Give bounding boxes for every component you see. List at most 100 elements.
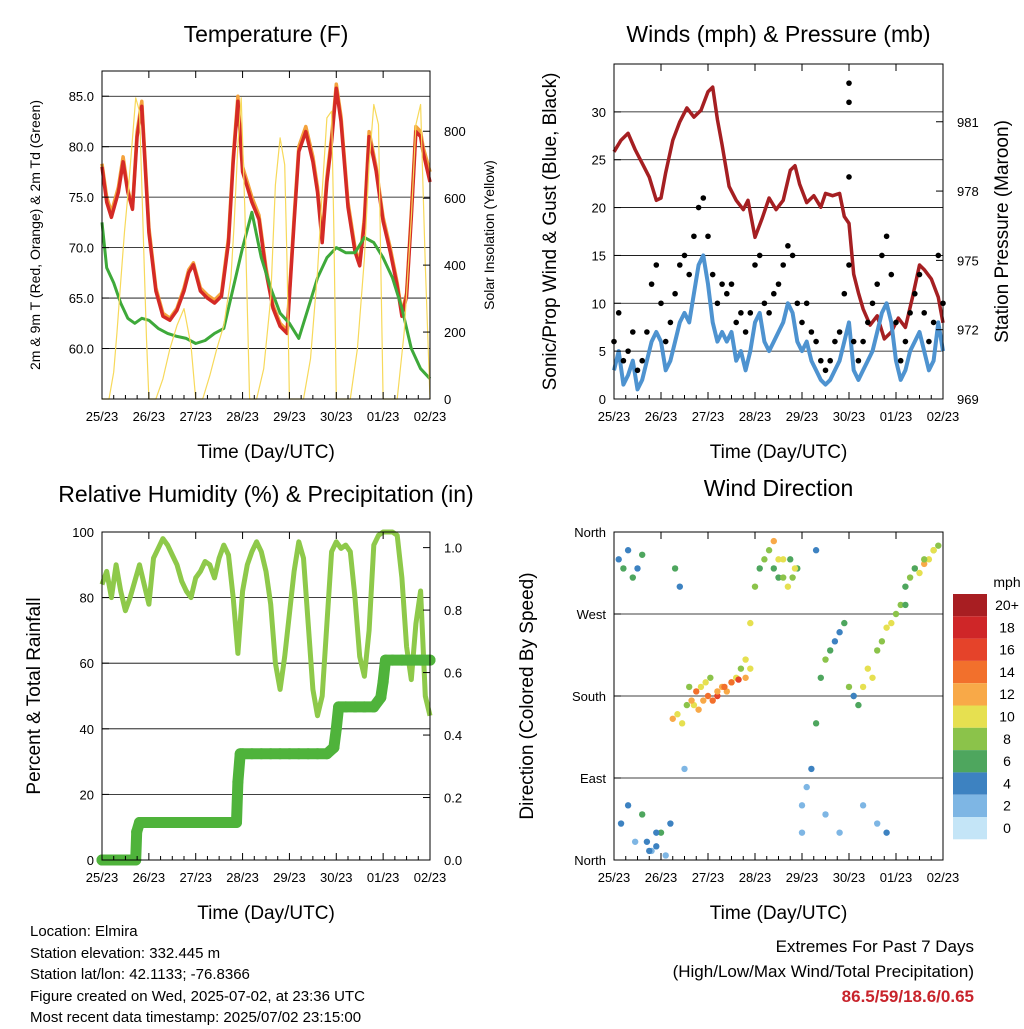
speed-legend-label: 18 — [999, 619, 1015, 635]
direction-point — [775, 556, 782, 563]
winds-point — [865, 319, 871, 326]
winds-point — [615, 310, 622, 316]
direction-title: Wind Direction — [704, 475, 854, 501]
winds-y-tick-label: 25 — [592, 153, 606, 168]
direction-x-tick-label: 25/23 — [598, 870, 631, 885]
direction-point — [737, 665, 745, 672]
direction-point — [888, 619, 895, 627]
winds-point — [634, 367, 641, 374]
elevation-text: Station elevation: 332.445 m — [30, 944, 221, 962]
winds-point — [902, 338, 909, 345]
humidity-y2-tick-label: 0.8 — [444, 603, 462, 618]
winds-series-line — [612, 253, 945, 392]
winds-point — [836, 329, 843, 335]
winds-point — [639, 357, 645, 364]
winds-point — [850, 338, 857, 345]
winds-point — [771, 290, 777, 297]
direction-y-tick-label: North — [574, 853, 606, 868]
temperature-x-tick-label: 29/23 — [273, 409, 306, 424]
humidity-y-tick-label: 0 — [87, 853, 94, 868]
speed-legend-swatch — [953, 683, 987, 706]
direction-point — [803, 783, 810, 791]
winds-point — [719, 281, 725, 287]
direction-point — [822, 656, 829, 663]
winds-point — [686, 271, 692, 278]
direction-y-axis-label: Direction (Colored By Speed) — [517, 572, 538, 819]
temperature-title: Temperature (F) — [184, 21, 349, 47]
humidity-y2-tick-label: 0.6 — [444, 666, 462, 681]
direction-point — [735, 676, 742, 683]
temperature-y-tick-label: 85.0 — [69, 89, 94, 104]
humidity-y-tick-label: 40 — [80, 722, 94, 737]
humidity-y-tick-label: 100 — [72, 525, 94, 540]
winds-point — [667, 319, 674, 326]
winds-x-tick-label: 25/23 — [598, 409, 631, 424]
direction-point — [639, 551, 646, 558]
direction-point — [643, 838, 651, 845]
winds-point — [921, 310, 927, 316]
humidity-x-tick-label: 02/23 — [414, 870, 447, 885]
direction-point — [629, 574, 636, 581]
direction-point — [765, 547, 773, 554]
temperature-x-tick-label: 27/23 — [179, 409, 212, 424]
direction-point — [770, 565, 777, 572]
direction-point — [883, 624, 890, 631]
winds-point — [691, 233, 697, 240]
winds-point — [700, 195, 707, 201]
speed-legend-swatch — [953, 772, 987, 795]
humidity-x-tick-label: 01/23 — [367, 870, 400, 885]
winds-point — [653, 262, 660, 268]
winds-point — [733, 319, 739, 326]
temperature-x-tick-label: 25/23 — [86, 409, 119, 424]
direction-x-tick-label: 02/23 — [927, 870, 960, 885]
winds-point — [738, 310, 744, 316]
temperature-y-tick-label: 65.0 — [69, 291, 94, 306]
extremes-values: 86.5/59/18.6/0.65 — [841, 987, 974, 1006]
direction-point — [845, 683, 853, 691]
direction-point — [827, 647, 834, 654]
direction-x-tick-label: 27/23 — [692, 870, 725, 885]
speed-legend: mph 20+ 18 16 14 12 10 8 6 4 2 0 — [953, 574, 1021, 840]
winds-point — [846, 80, 852, 86]
winds-point — [827, 357, 833, 364]
winds-point — [752, 262, 758, 268]
humidity-y-tick-label: 60 — [80, 656, 94, 671]
direction-point — [714, 688, 721, 695]
winds-y-tick-label: 30 — [592, 105, 606, 120]
direction-point — [883, 829, 890, 836]
winds-point — [785, 243, 791, 249]
winds-point — [658, 300, 664, 307]
winds-point — [888, 271, 895, 278]
humidity-title: Relative Humidity (%) & Precipitation (i… — [58, 481, 473, 507]
direction-point — [808, 765, 815, 773]
direction-point — [653, 843, 660, 850]
direction-x-tick-label: 26/23 — [645, 870, 678, 885]
speed-legend-swatch — [953, 705, 987, 728]
direction-point — [751, 583, 759, 590]
direction-point — [925, 556, 933, 563]
direction-point — [911, 565, 918, 572]
speed-legend-swatch — [953, 660, 987, 684]
direction-point — [693, 688, 700, 695]
direction-point — [721, 683, 728, 691]
winds-y2-tick-label: 981 — [957, 115, 979, 130]
winds-point — [846, 99, 852, 106]
direction-point — [639, 811, 646, 818]
speed-legend-swatch — [953, 727, 987, 751]
winds-y-tick-label: 20 — [592, 201, 606, 216]
direction-point — [798, 829, 806, 836]
speed-legend-label: 6 — [1003, 753, 1011, 769]
speed-legend-label: 4 — [1003, 775, 1011, 791]
direction-point — [669, 715, 676, 722]
temperature-y-tick-label: 60.0 — [69, 342, 94, 357]
direction-point — [681, 765, 688, 773]
speed-legend-swatch — [953, 794, 987, 817]
humidity-x-tick-label: 26/23 — [133, 870, 166, 885]
direction-point — [676, 583, 683, 590]
extremes-title: Extremes For Past 7 Days — [775, 937, 974, 956]
winds-point — [832, 338, 838, 345]
humidity-x-tick-label: 29/23 — [273, 870, 306, 885]
winds-point — [855, 357, 862, 364]
location-text: Location: Elmira — [30, 923, 138, 940]
